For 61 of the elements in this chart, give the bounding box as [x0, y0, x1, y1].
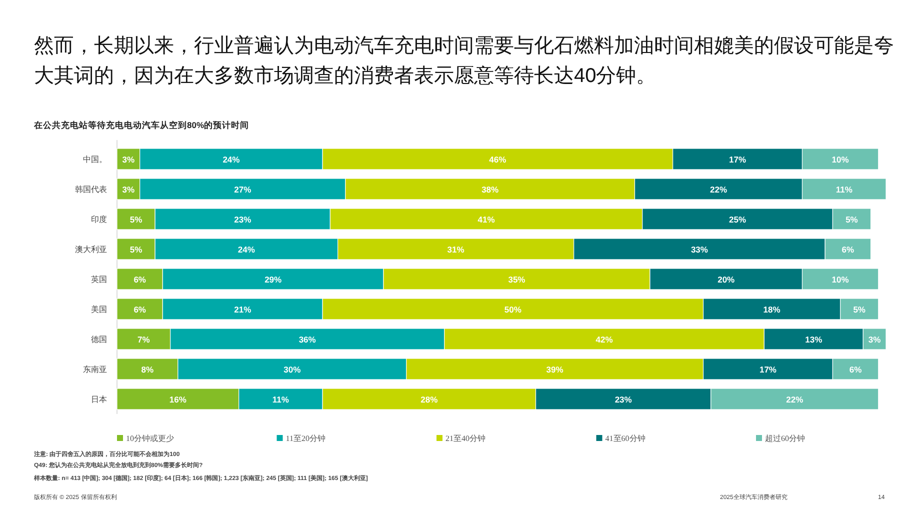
data-label: 30%: [284, 364, 302, 374]
data-label: 25%: [729, 214, 746, 224]
data-label: 41%: [478, 214, 496, 224]
data-label: 11%: [836, 184, 853, 194]
data-label: 42%: [596, 334, 614, 344]
data-label: 38%: [482, 184, 500, 194]
data-label: 5%: [853, 304, 866, 314]
data-label: 20%: [718, 274, 736, 284]
data-label: 46%: [489, 154, 507, 164]
data-label: 33%: [690, 244, 708, 254]
y-tick-label: 韩国代表: [75, 185, 107, 194]
data-label: 23%: [614, 394, 632, 404]
data-label: 5%: [846, 214, 858, 224]
data-label: 27%: [234, 184, 252, 194]
data-label: 31%: [447, 244, 465, 254]
title: 然而，长期以来，行业普遍认为电动汽车充电时间需要与化石燃料加油时间相媲美的假设可能是夸大其词的，因为在大多数市场调查的消费者表示愿意等待长达40分钟。: [34, 35, 894, 87]
data-label: 22%: [710, 184, 728, 194]
data-label: 24%: [238, 244, 256, 254]
data-label: 22%: [786, 394, 804, 404]
legend-label: 10分钟或更少: [126, 434, 174, 443]
data-label: 21%: [234, 304, 252, 314]
data-label: 24%: [222, 154, 240, 164]
data-label: 5%: [130, 214, 143, 224]
legend-label: 21至40分钟: [446, 434, 486, 443]
data-label: 6%: [134, 274, 146, 284]
y-tick-label: 印度: [91, 215, 107, 224]
data-label: 13%: [805, 334, 823, 344]
data-label: 10%: [832, 154, 850, 164]
data-label: 11%: [272, 394, 290, 404]
y-tick-label: 美国: [91, 305, 107, 314]
data-label: 23%: [234, 214, 252, 224]
legend-label: 11至20分钟: [286, 434, 326, 443]
data-label: 36%: [298, 334, 316, 344]
data-label: 6%: [842, 244, 855, 254]
data-label: 29%: [264, 274, 282, 284]
data-label: 7%: [138, 334, 150, 344]
y-tick-label: 日本: [91, 395, 107, 404]
data-label: 16%: [169, 394, 187, 404]
data-label: 3%: [868, 334, 882, 344]
y-tick-label: 德国: [91, 335, 107, 344]
data-label: 17%: [729, 154, 746, 164]
data-label: 8%: [141, 364, 154, 374]
data-label: 10%: [832, 274, 850, 284]
data-label: 39%: [546, 364, 564, 374]
data-label: 35%: [508, 274, 526, 284]
data-label: 17%: [759, 364, 777, 374]
data-label: 50%: [504, 304, 522, 314]
legend-label: 超过60分钟: [765, 434, 805, 443]
legend-label: 41至60分钟: [605, 434, 646, 443]
data-label: 5%: [130, 244, 143, 254]
chart-subtitle: 在公共充电站等待充电电动汽车从空到80%的预计时间: [33, 120, 250, 130]
data-label: 6%: [849, 364, 862, 374]
data-label: 3%: [122, 154, 135, 164]
data-label: 28%: [420, 394, 438, 404]
y-tick-label: 英国: [91, 275, 107, 284]
data-label: 18%: [763, 304, 781, 314]
data-label: 6%: [134, 304, 146, 314]
y-tick-label: 澳大利亚: [75, 245, 107, 254]
y-tick-label: 东南亚: [83, 365, 107, 374]
data-label: 3%: [122, 184, 135, 194]
y-tick-label: 中国。: [83, 155, 107, 164]
